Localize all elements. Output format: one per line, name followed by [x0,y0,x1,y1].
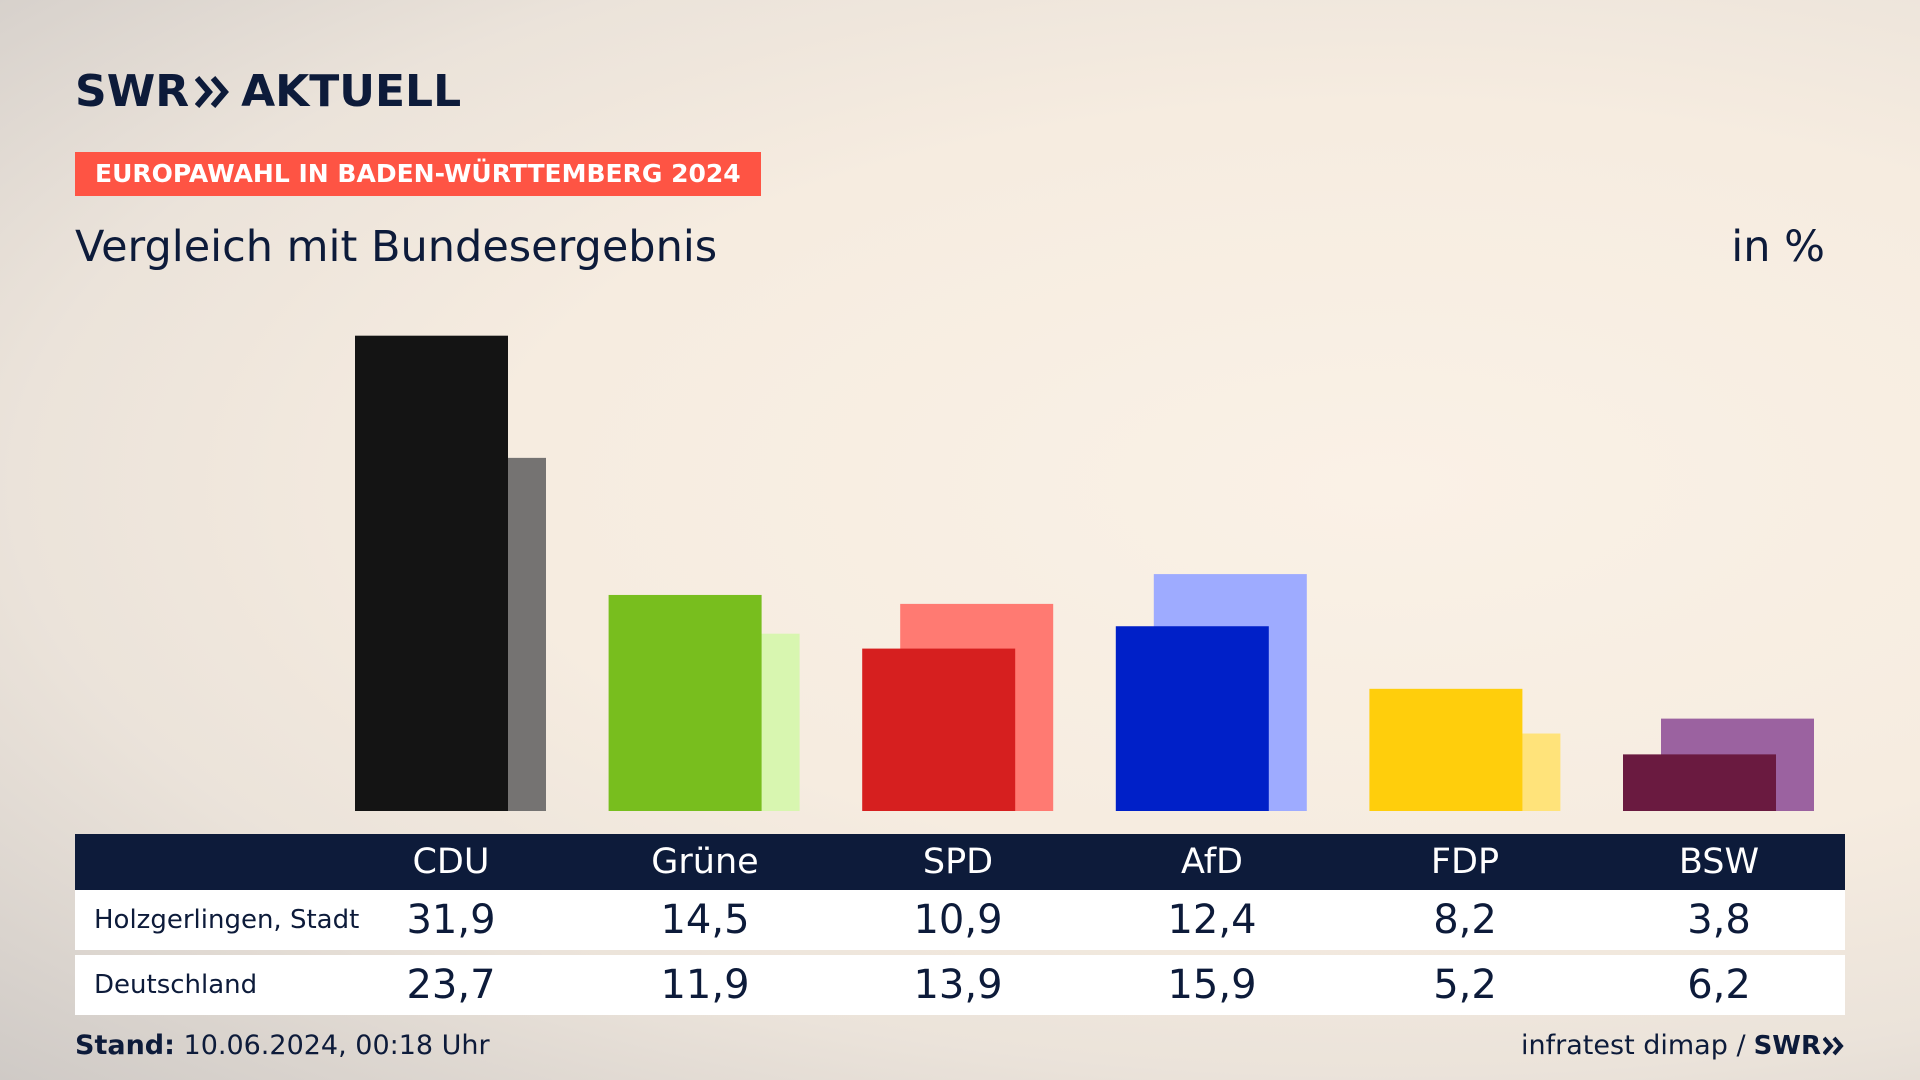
table-row: Deutschland 23,7 11,9 13,9 15,9 5,2 6,2 [75,955,1845,1015]
swr-aktuell-logo: SWR AKTUELL [75,66,461,117]
chart-subtitle: Vergleich mit Bundesergebnis [75,222,718,272]
bar-local-grüne [608,594,762,811]
table-header: CDU Grüne SPD AfD FDP BSW [75,834,1845,890]
value-cell: 31,9 [406,897,496,943]
header-party: CDU [412,842,490,882]
header-party: Grüne [651,842,759,882]
table-row: Holzgerlingen, Stadt 31,9 14,5 10,9 12,4… [75,890,1845,950]
source-credit: infratest dimap / SWR [1521,1030,1845,1061]
value-cell: 10,9 [913,897,1003,943]
value-cell: 15,9 [1167,962,1257,1008]
timestamp: Stand: 10.06.2024, 00:18 Uhr [75,1030,490,1061]
bar-chart [355,335,1814,811]
value-cell: 14,5 [660,897,750,943]
header-party: SPD [922,842,994,882]
bar-local-fdp [1369,688,1523,811]
unit-label: in % [1731,222,1825,272]
logo-swr-text: SWR [75,66,190,117]
header-party: BSW [1678,842,1760,882]
bar-local-bsw [1623,754,1776,811]
election-tag: EUROPAWAHL IN BADEN-WÜRTTEMBERG 2024 [75,152,761,196]
bar-local-afd [1115,626,1269,811]
logo-aktuell-text: AKTUELL [241,66,462,117]
source-text: infratest dimap / [1521,1030,1746,1061]
results-table: CDU Grüne SPD AfD FDP BSW Holzgerlingen,… [75,834,1845,1015]
value-cell: 3,8 [1687,897,1751,943]
header-party: AfD [1181,842,1243,882]
bar-local-cdu [355,335,508,811]
header-party: FDP [1430,842,1500,882]
value-cell: 11,9 [660,962,750,1008]
stand-label: Stand: [75,1030,175,1061]
stand-value: 10.06.2024, 00:18 Uhr [183,1030,490,1061]
row-label: Holzgerlingen, Stadt [94,905,360,935]
value-cell: 8,2 [1433,897,1497,943]
row-label: Deutschland [94,970,258,1000]
value-cell: 12,4 [1167,897,1257,943]
value-cell: 23,7 [406,962,496,1008]
bar-local-spd [862,648,1016,811]
value-cell: 5,2 [1433,962,1497,1008]
double-chevron-icon [195,75,230,108]
value-cell: 6,2 [1687,962,1751,1008]
swr-small-logo: SWR [1753,1030,1821,1061]
double-chevron-icon [1823,1036,1844,1055]
value-cell: 13,9 [913,962,1003,1008]
